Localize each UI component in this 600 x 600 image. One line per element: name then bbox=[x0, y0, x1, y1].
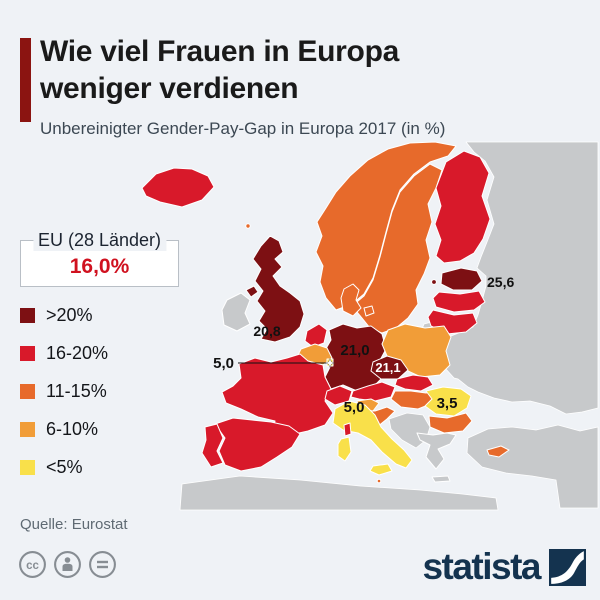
map-country-norway bbox=[315, 141, 457, 311]
luxembourg-marker-star bbox=[324, 357, 336, 369]
legend-swatch-6-10 bbox=[20, 422, 35, 437]
map-value-label-czechia: 21,1 bbox=[375, 360, 400, 375]
map-value-label-germany: 21,0 bbox=[340, 342, 369, 359]
source-note: Quelle: Eurostat bbox=[20, 516, 128, 533]
map-country-czechia bbox=[370, 355, 409, 380]
map-country-spain bbox=[214, 417, 301, 472]
map-country-ireland bbox=[221, 292, 251, 332]
map-value-label-italy: 5,0 bbox=[344, 399, 365, 416]
map-value-label-romania: 3,5 bbox=[437, 395, 458, 412]
eu-average-box: EU (28 Länder) 16,0% bbox=[20, 230, 179, 287]
map-island-sardinia bbox=[337, 436, 352, 462]
map-country-austria bbox=[350, 381, 396, 402]
map-country-finland bbox=[434, 150, 491, 264]
map-islands-faroe bbox=[245, 223, 251, 229]
title-accent-bar bbox=[20, 38, 31, 122]
europe-choropleth-map: 25,6 20,8 21,0 21,1 5,0 5,0 3,5 bbox=[130, 140, 600, 515]
legend-item-lt5: <5% bbox=[20, 457, 108, 478]
map-landmass-north-africa bbox=[179, 475, 499, 511]
eu-average-label: EU (28 Länder) bbox=[32, 230, 167, 251]
legend-swatch-11-15 bbox=[20, 384, 35, 399]
page-subtitle: Unbereinigter Gender-Pay-Gap in Europa 2… bbox=[40, 119, 446, 138]
title-line-2: weniger verdienen bbox=[40, 72, 299, 105]
map-country-france bbox=[221, 353, 334, 436]
map-country-denmark bbox=[340, 283, 362, 317]
legend-item-6-10: 6-10% bbox=[20, 419, 108, 440]
legend-label-lt5: <5% bbox=[46, 457, 83, 477]
legend-swatch-16-20 bbox=[20, 346, 35, 361]
map-country-uk bbox=[252, 235, 305, 343]
license-icons: cc bbox=[18, 550, 117, 579]
no-derivatives-icon bbox=[89, 551, 116, 578]
map-region-northern-ireland bbox=[245, 285, 259, 298]
legend-item-11-15: 11-15% bbox=[20, 381, 108, 402]
legend-item-gt20: >20% bbox=[20, 305, 108, 326]
map-value-label-estonia: 25,6 bbox=[487, 274, 514, 290]
map-island-cyprus bbox=[486, 445, 510, 458]
map-country-latvia bbox=[432, 290, 486, 313]
map-country-estonia bbox=[440, 267, 483, 291]
statista-wordmark: statista bbox=[422, 546, 541, 587]
map-value-label-uk: 20,8 bbox=[253, 323, 280, 339]
map-country-greece bbox=[416, 432, 457, 470]
legend-item-16-20: 16-20% bbox=[20, 343, 108, 364]
legend-swatch-lt5 bbox=[20, 460, 35, 475]
legend-swatch-gt20 bbox=[20, 308, 35, 323]
statista-logo: statista bbox=[422, 546, 586, 588]
map-legend: >20% 16-20% 11-15% 6-10% <5% bbox=[20, 305, 108, 495]
map-country-iceland bbox=[141, 167, 215, 208]
map-value-label-luxembourg: 5,0 bbox=[213, 355, 234, 372]
map-island-sicily bbox=[369, 463, 393, 476]
attribution-person-icon bbox=[54, 551, 81, 578]
legend-label-6-10: 6-10% bbox=[46, 419, 99, 439]
legend-label-gt20: >20% bbox=[46, 305, 93, 325]
page-title: Wie viel Frauen in Europa weniger verdie… bbox=[40, 33, 560, 107]
svg-text:cc: cc bbox=[26, 560, 39, 572]
map-country-portugal bbox=[201, 423, 224, 468]
title-line-1: Wie viel Frauen in Europa bbox=[40, 35, 399, 68]
legend-label-16-20: 16-20% bbox=[46, 343, 109, 363]
map-landmass-turkey bbox=[466, 424, 599, 509]
map-island-corsica bbox=[343, 422, 352, 437]
legend-label-11-15: 11-15% bbox=[46, 381, 107, 401]
statista-logo-mark bbox=[549, 548, 586, 586]
map-country-romania bbox=[424, 386, 472, 417]
cc-icon: cc bbox=[19, 551, 46, 578]
map-islands-denmark bbox=[363, 305, 375, 317]
map-country-netherlands bbox=[304, 323, 328, 348]
map-island-malta bbox=[376, 478, 382, 484]
map-country-slovakia bbox=[394, 374, 434, 392]
map-island-saaremaa bbox=[431, 279, 437, 285]
map-country-bulgaria bbox=[428, 412, 473, 434]
map-island-crete bbox=[431, 475, 451, 483]
eu-average-value: 16,0% bbox=[69, 255, 130, 278]
